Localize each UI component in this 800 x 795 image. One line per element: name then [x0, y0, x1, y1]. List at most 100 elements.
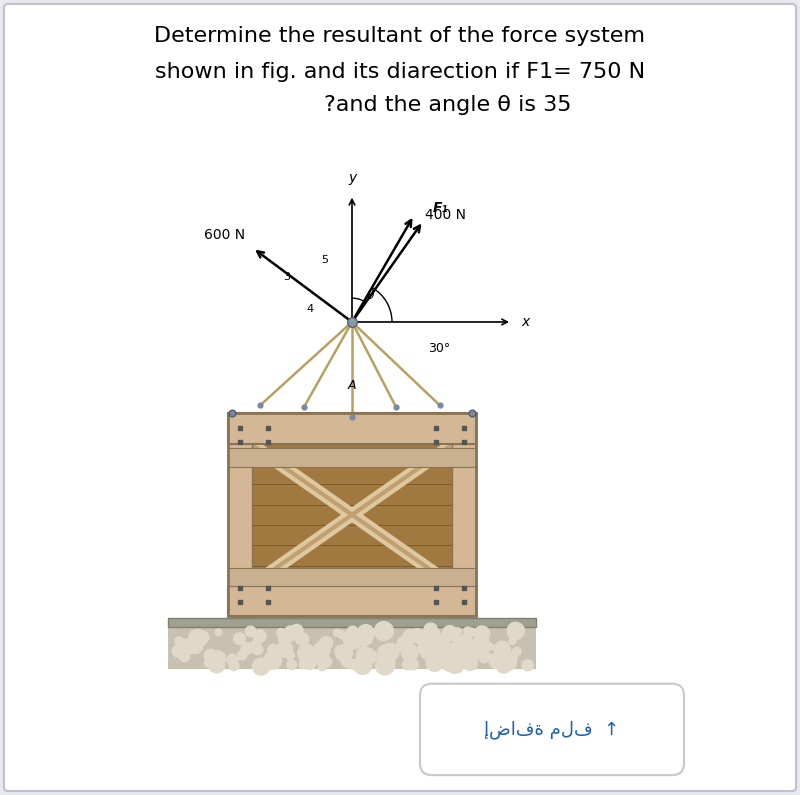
Circle shape [407, 659, 418, 669]
Circle shape [253, 645, 263, 655]
Text: 30°: 30° [428, 342, 450, 355]
Circle shape [246, 626, 256, 637]
Circle shape [440, 648, 454, 662]
Circle shape [335, 646, 342, 653]
Circle shape [230, 661, 236, 669]
Circle shape [286, 651, 294, 660]
Circle shape [474, 626, 490, 642]
Circle shape [238, 650, 247, 660]
Circle shape [215, 629, 222, 636]
Circle shape [418, 639, 434, 654]
Circle shape [314, 642, 330, 658]
Circle shape [402, 647, 414, 659]
Circle shape [209, 657, 225, 673]
Circle shape [358, 625, 374, 642]
Text: F₁: F₁ [433, 200, 448, 215]
Circle shape [410, 629, 424, 643]
Circle shape [513, 625, 525, 637]
Circle shape [369, 651, 376, 658]
Bar [228, 413, 476, 616]
Circle shape [504, 652, 517, 665]
Circle shape [278, 631, 292, 645]
Circle shape [424, 623, 438, 636]
Circle shape [450, 641, 462, 653]
Circle shape [250, 641, 259, 650]
Circle shape [321, 657, 332, 667]
Circle shape [189, 639, 202, 653]
Circle shape [490, 653, 502, 665]
Circle shape [448, 631, 454, 638]
Circle shape [242, 642, 254, 653]
Circle shape [317, 653, 330, 666]
Circle shape [268, 644, 278, 655]
Circle shape [446, 657, 464, 673]
FancyBboxPatch shape [420, 684, 684, 775]
Circle shape [257, 633, 266, 641]
Circle shape [490, 653, 502, 665]
Circle shape [287, 660, 297, 669]
Circle shape [375, 656, 394, 675]
Circle shape [403, 630, 417, 643]
Text: 4: 4 [307, 304, 314, 314]
Bar [168, 618, 536, 627]
Text: ?and the angle θ is 35: ?and the angle θ is 35 [324, 95, 572, 115]
Circle shape [442, 626, 458, 641]
Circle shape [178, 639, 194, 656]
Circle shape [300, 650, 318, 668]
Circle shape [253, 638, 261, 646]
Circle shape [497, 659, 511, 673]
Circle shape [432, 637, 450, 654]
Circle shape [494, 642, 510, 657]
Text: y: y [348, 171, 356, 185]
Circle shape [522, 660, 534, 671]
Circle shape [397, 636, 413, 652]
Circle shape [403, 635, 411, 642]
Circle shape [425, 630, 434, 639]
Circle shape [344, 633, 360, 650]
Circle shape [381, 649, 396, 664]
Circle shape [284, 626, 298, 640]
Circle shape [347, 626, 358, 638]
Circle shape [402, 645, 418, 661]
Circle shape [374, 622, 394, 641]
Circle shape [347, 659, 358, 669]
Circle shape [420, 642, 438, 660]
Circle shape [204, 650, 217, 662]
Bar [228, 413, 476, 444]
Text: 400 N: 400 N [426, 208, 466, 223]
Circle shape [452, 635, 461, 644]
Circle shape [402, 659, 414, 670]
Circle shape [462, 640, 472, 650]
Circle shape [503, 657, 516, 670]
Circle shape [305, 660, 315, 669]
Circle shape [277, 642, 293, 657]
Circle shape [507, 622, 524, 639]
Text: 3: 3 [283, 272, 290, 282]
Circle shape [334, 630, 341, 636]
Text: shown in fig. and its diarection if F1= 750 N: shown in fig. and its diarection if F1= … [155, 61, 645, 82]
Circle shape [227, 654, 238, 665]
Text: 600 N: 600 N [204, 227, 245, 242]
Circle shape [462, 657, 473, 669]
Circle shape [441, 653, 459, 671]
Circle shape [335, 645, 353, 661]
Circle shape [466, 642, 483, 660]
Circle shape [234, 633, 246, 645]
Circle shape [426, 654, 443, 671]
Bar [168, 628, 536, 669]
Circle shape [487, 644, 494, 650]
Circle shape [290, 624, 303, 637]
Circle shape [298, 645, 315, 662]
Circle shape [254, 630, 266, 642]
Circle shape [197, 631, 209, 643]
Bar [228, 568, 476, 586]
Circle shape [490, 655, 502, 669]
Circle shape [205, 659, 213, 667]
Circle shape [457, 662, 464, 669]
Circle shape [422, 638, 430, 646]
Circle shape [456, 634, 472, 651]
Circle shape [424, 627, 440, 644]
Circle shape [280, 640, 290, 649]
Circle shape [179, 652, 190, 661]
Circle shape [349, 630, 358, 640]
